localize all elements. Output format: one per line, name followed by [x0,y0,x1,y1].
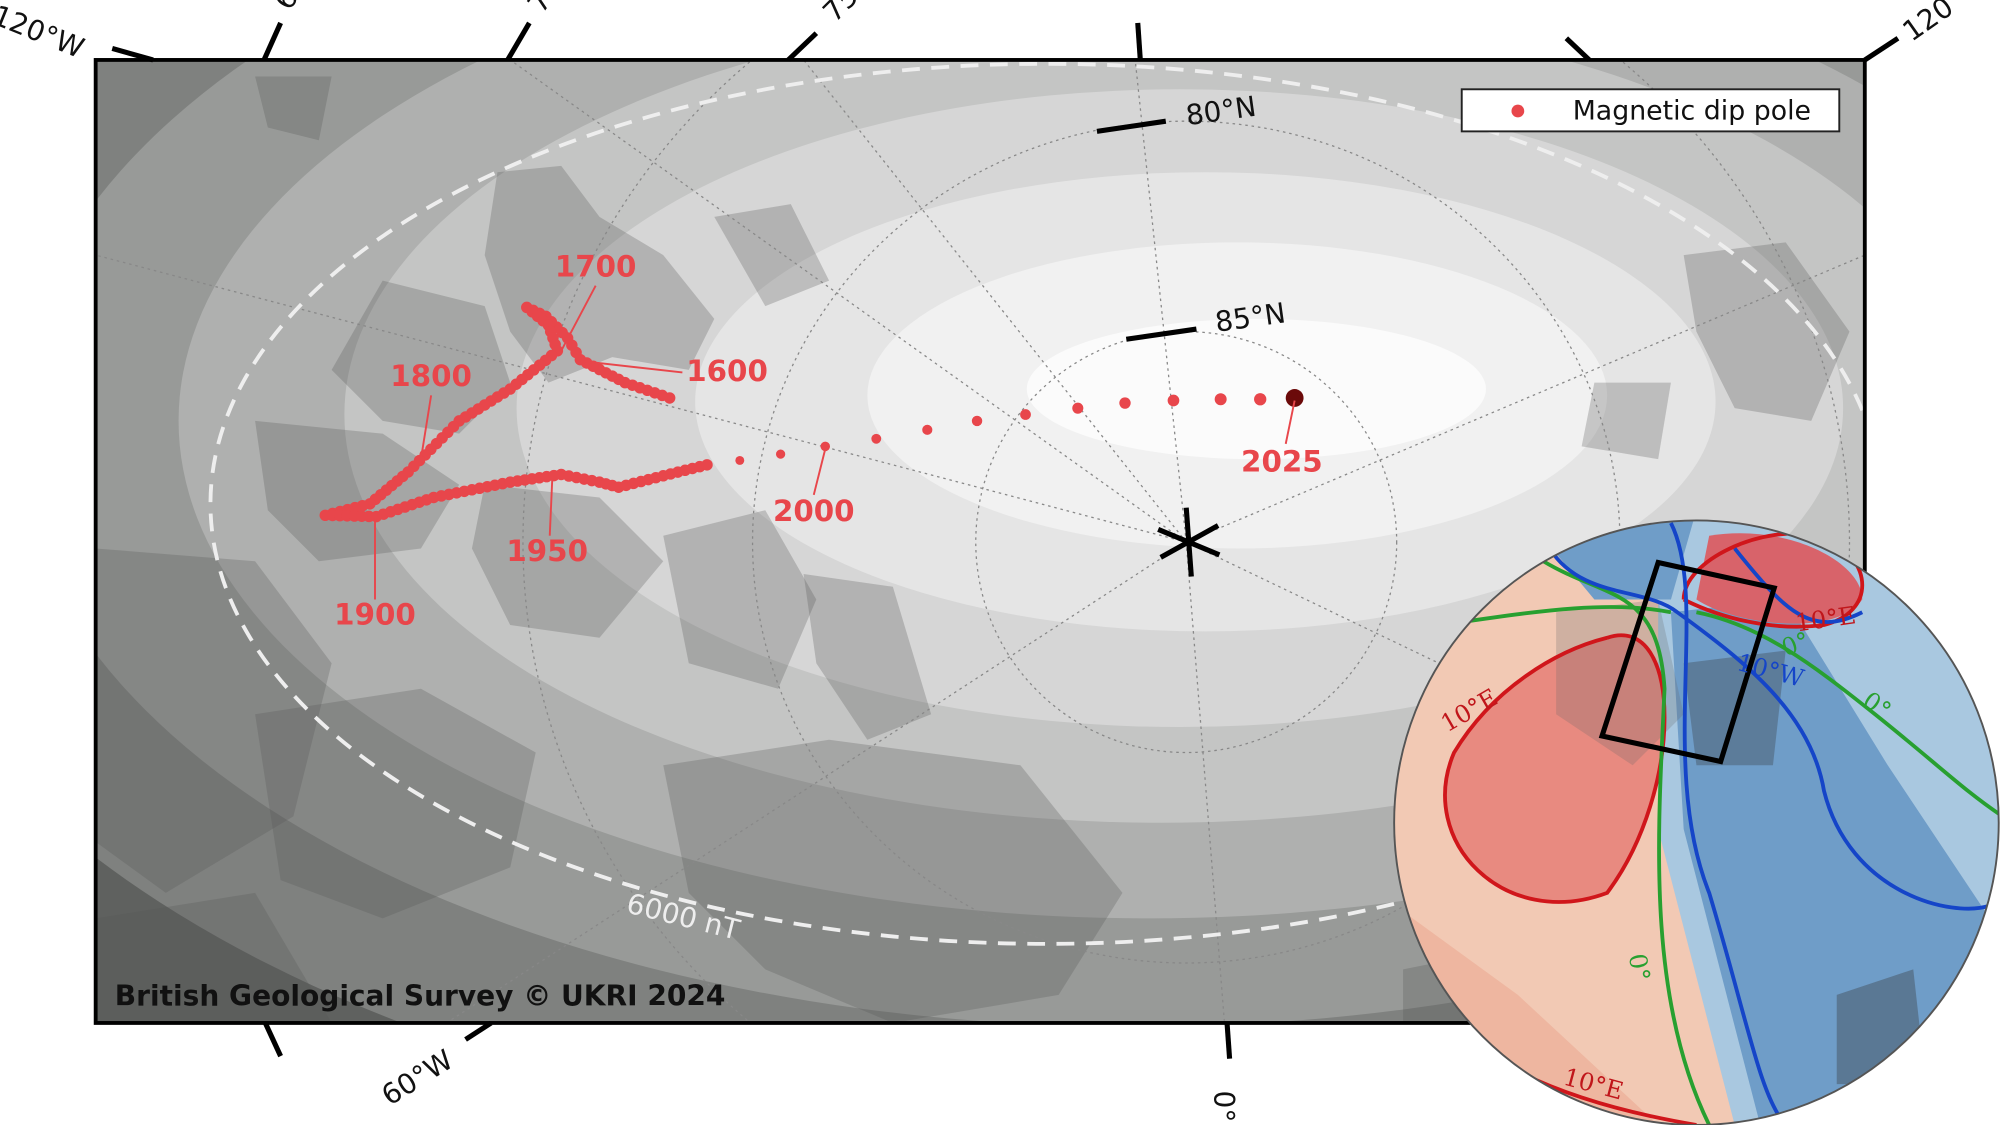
pole-position [1020,409,1031,420]
map-shape [714,204,830,307]
map-shape [1394,520,1999,1125]
map-shape [95,254,1187,543]
globe-label: 0° [1623,951,1655,983]
map-shape [1224,1022,1233,1059]
legend: Magnetic dip pole [1460,88,1841,133]
map-shape [1135,22,1143,61]
map-shape [255,420,460,562]
map-shape [464,1020,493,1042]
map-shape [1696,610,1999,818]
map-shape [1026,318,1486,460]
map-shape [111,46,154,63]
map-shape [803,573,932,740]
map-shape [663,510,817,689]
pole-position [922,424,933,435]
map-shape [560,285,597,352]
map-shape [446,541,1187,1023]
pole-position [1254,393,1267,406]
credit: British Geological Survey © UKRI 2024 [115,979,726,1012]
map-shape [261,21,283,61]
map-shape [1125,326,1197,342]
map-shape [1185,254,1865,543]
globe-inset: 10°E 0° 10°W 10°E 0° 0° 10°E [1393,519,2000,1125]
pole-position [735,455,745,465]
map-shape [1542,559,1711,1125]
map-shape [95,892,332,1023]
asterisk-pole [1157,507,1221,577]
map-shape [663,739,1123,1023]
pole-position [1072,402,1084,414]
map-shape [419,395,433,460]
map-shape [1681,531,1864,629]
map-shape [1683,242,1850,421]
lon-label: 75 [816,0,865,28]
map-shape [975,330,1398,754]
leaders [374,285,1296,600]
map-shape [1670,599,1990,1125]
map-shape [522,59,1850,1023]
year-label: 1800 [390,359,472,393]
lon-label: 6 [268,0,306,15]
year-label: 2000 [773,494,855,528]
lon-label: 60°W [376,1043,459,1112]
year-label: 1900 [334,598,416,632]
pole-position [971,415,983,427]
map-shape [1393,519,2000,1125]
pole-position [820,441,831,452]
pole-track [319,301,1304,523]
pole-position [1119,397,1131,409]
map-shape [1733,547,1864,624]
map-shape [1134,59,1187,543]
lon-label: 120 [1897,0,1960,48]
map-shape [1284,400,1296,445]
map-shape [471,484,664,638]
map-shape [1445,635,1665,902]
map-shape [95,548,332,893]
map-shape [1669,522,1788,1125]
map-shape [1548,547,1991,911]
year-label: 2025 [1241,445,1323,479]
pole-position [701,459,713,471]
lon-label: 7 [521,0,558,19]
map-shape [1598,559,1778,765]
map-shape [1096,118,1167,134]
map-frame [93,58,1867,1025]
map-shape [1185,542,1226,1023]
map-shape [1511,104,1525,118]
map-shape [803,59,1187,543]
year-label: 1700 [555,249,637,283]
ticks [111,21,1900,1059]
map-shape [255,76,332,141]
map-shape [509,59,1187,543]
map-shape [505,21,532,62]
map-shape [812,448,827,496]
map-shape [255,688,536,919]
pole-position [871,433,882,444]
pole-position [1167,394,1180,407]
map-shape [1863,36,1900,63]
map-shape [1441,605,1672,627]
pole-position [1214,393,1227,406]
year-label: 1600 [686,354,768,388]
map-shape [1159,523,1220,560]
map-shape [580,360,683,374]
pole-position [1285,389,1304,407]
lon-label: 120°W [0,0,89,65]
lon-label: 0° [1207,1091,1240,1123]
map-shape [786,31,819,62]
map-shape [262,1021,283,1058]
map-shape [1460,88,1841,133]
map-shape [1696,533,1863,624]
year-label: 1950 [506,534,588,568]
legend-label: Magnetic dip pole [1573,96,1811,127]
map-shape [1564,36,1592,62]
map-shape [331,280,511,434]
pole-position [775,449,786,459]
land [95,76,1850,1023]
map-shape [484,165,715,383]
map-shape [1581,382,1671,460]
map-shape [548,478,554,536]
